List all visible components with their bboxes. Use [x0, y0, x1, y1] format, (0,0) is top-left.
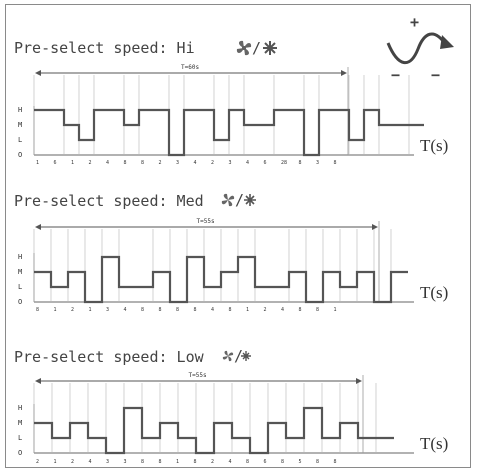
level-label: H	[18, 253, 22, 261]
axis-label: T(s)	[420, 434, 448, 453]
level-label: O	[18, 449, 22, 457]
level-label: M	[18, 268, 22, 276]
panel-title: Pre-select speed: Low	[14, 348, 205, 366]
tick-label: 1	[334, 307, 337, 313]
tick-label: 4	[106, 160, 109, 166]
tick-label: 8	[141, 459, 144, 465]
tick-label: 2	[159, 160, 162, 166]
plus-sign: +	[410, 13, 419, 31]
tick-label: 4	[229, 459, 232, 465]
tick-label: 4	[194, 160, 197, 166]
period-label: T=55s	[189, 372, 207, 379]
tick-label: 2	[211, 459, 214, 465]
tick-label: 8	[194, 459, 197, 465]
tick-label: 4	[89, 459, 92, 465]
tick-label: 2	[89, 160, 92, 166]
tick-label: 6	[264, 459, 267, 465]
minus-sign-left: −	[391, 66, 400, 84]
tick-label: 3	[176, 160, 179, 166]
tick-label: 6	[264, 160, 267, 166]
tick-label: 2	[71, 459, 74, 465]
period-label: T=60s	[181, 64, 199, 71]
tick-label: 3	[106, 459, 109, 465]
tick-label: 8	[176, 307, 179, 313]
tick-label: 8	[299, 307, 302, 313]
tick-label: 8	[194, 307, 197, 313]
level-label: L	[18, 434, 22, 442]
tick-label: 3	[316, 160, 319, 166]
tick-label: 2	[264, 307, 267, 313]
tick-label: 1	[89, 307, 92, 313]
level-label: M	[18, 121, 22, 129]
level-label: O	[18, 151, 22, 159]
level-label: H	[18, 106, 22, 114]
panel-title: Pre-select speed: Med	[14, 192, 204, 210]
tick-label: 8	[141, 307, 144, 313]
fan-icon: /	[236, 39, 277, 57]
tick-label: 8	[334, 160, 337, 166]
tick-label: 2	[71, 307, 74, 313]
level-label: L	[18, 136, 22, 144]
tick-label: 8	[159, 459, 162, 465]
tick-label: 8	[36, 307, 39, 313]
tick-label: 8	[159, 307, 162, 313]
tick-label: 8	[141, 160, 144, 166]
tick-label: 1	[54, 307, 57, 313]
tick-label: 4	[281, 307, 284, 313]
tick-label: 5	[299, 459, 302, 465]
diagram-frame: Pre-select speed: Hi / H M L O T=60s 1 6 1 2 4 8 8 2…	[5, 4, 471, 468]
minus-sign-right: −	[431, 66, 440, 84]
level-label: L	[18, 283, 22, 291]
svg-text:/: /	[252, 39, 261, 57]
fan-icon: /	[222, 347, 251, 365]
tick-label: 4	[124, 307, 127, 313]
level-label: H	[18, 404, 22, 412]
axis-label: T(s)	[420, 283, 448, 302]
tick-label: 3	[229, 160, 232, 166]
tick-label: 8	[229, 307, 232, 313]
tick-label: 3	[106, 307, 109, 313]
sine-wave-polarity-icon: + − −	[386, 13, 454, 84]
level-label: O	[18, 298, 22, 306]
tick-label: 8	[281, 459, 284, 465]
fan-icon: /	[221, 191, 256, 209]
speed-waveform	[34, 255, 408, 304]
panel-title: Pre-select speed: Hi	[14, 39, 195, 57]
tick-label: 2	[211, 160, 214, 166]
tick-label: 8	[124, 160, 127, 166]
tick-label: 1	[54, 459, 57, 465]
tick-label: 1	[176, 459, 179, 465]
speed-waveform	[34, 406, 394, 455]
period-label: T=55s	[197, 218, 215, 225]
tick-label: 28	[281, 160, 287, 166]
tick-label: 1	[246, 307, 249, 313]
level-label: M	[18, 419, 22, 427]
tick-label: 8	[316, 307, 319, 313]
tick-label: 4	[211, 307, 214, 313]
tick-label: 8	[246, 459, 249, 465]
tick-label: 1	[71, 160, 74, 166]
tick-label: 2	[36, 459, 39, 465]
tick-label: 4	[246, 160, 249, 166]
tick-label: 8	[334, 459, 337, 465]
tick-label: 1	[36, 160, 39, 166]
tick-label: 8	[316, 459, 319, 465]
tick-label: 8	[299, 160, 302, 166]
svg-text:/: /	[235, 191, 244, 209]
speed-waveform	[34, 108, 424, 157]
axis-label: T(s)	[420, 136, 448, 155]
tick-label: 6	[54, 160, 57, 166]
svg-text:/: /	[234, 347, 243, 365]
tick-label: 3	[124, 459, 127, 465]
